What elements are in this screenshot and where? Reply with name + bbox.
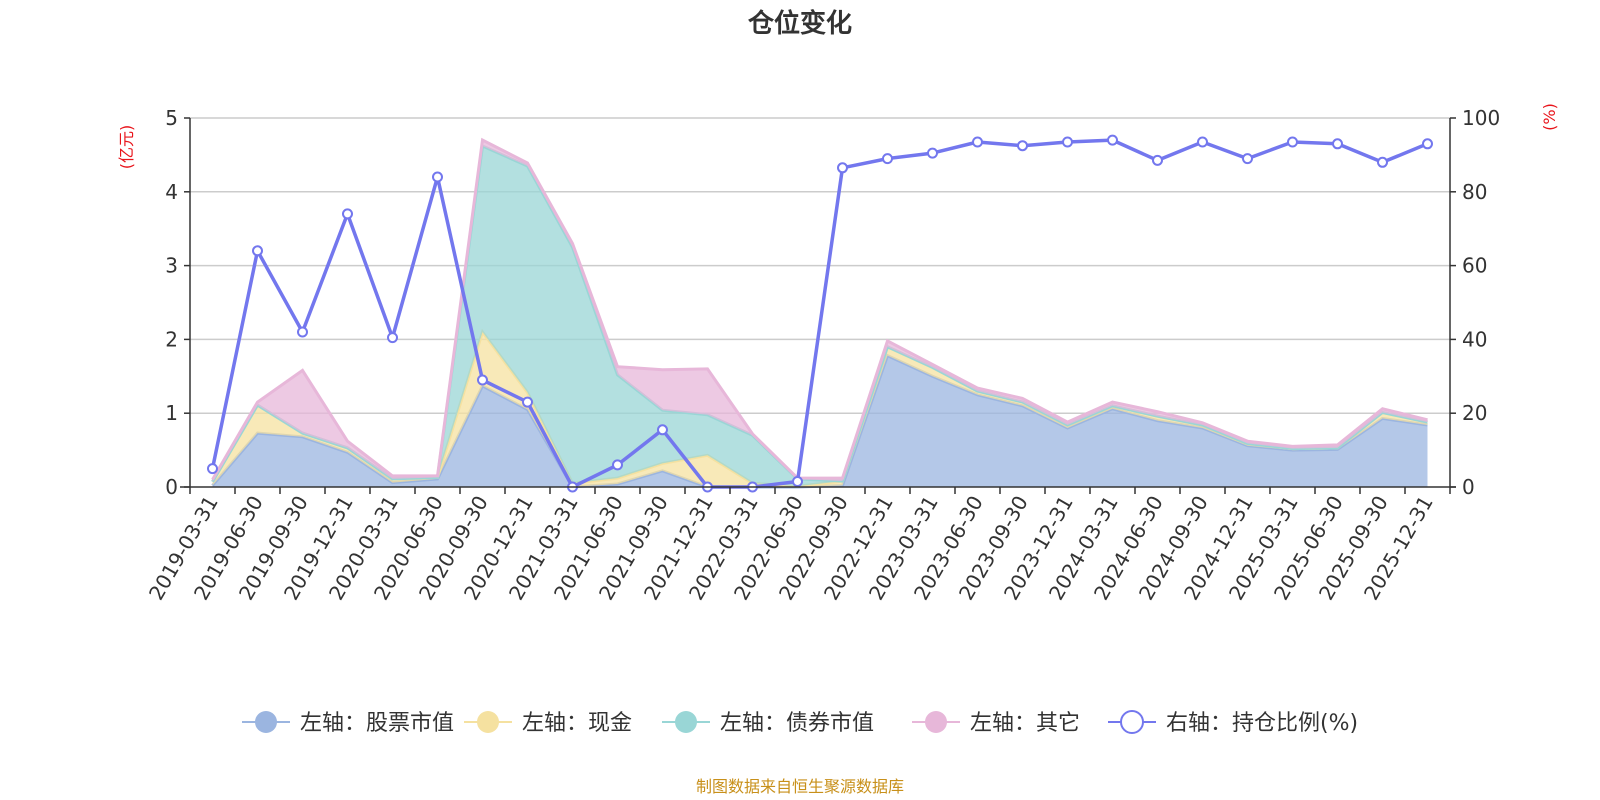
ratio-point-2025-03-31: [1287, 136, 1298, 148]
ratio-point-2019-09-30: [297, 326, 308, 338]
right-tick-label-40: 40: [1462, 327, 1487, 351]
left-tick-label-0: 0: [165, 475, 178, 499]
ratio-point-2024-06-30: [1152, 154, 1163, 166]
ratio-point-2022-06-30: [792, 476, 803, 487]
left-tick-label-3: 3: [165, 254, 178, 278]
ratio-point-2025-12-31: [1422, 138, 1433, 150]
legend-swatch-0: [255, 711, 277, 733]
legend-label-0: 左轴：股票市值: [300, 711, 454, 736]
right-tick-label-80: 80: [1462, 180, 1487, 204]
ratio-point-2023-12-31: [1062, 136, 1073, 148]
axes: 0123450204060801002019-03-312019-06-3020…: [144, 106, 1500, 604]
ratio-point-2019-03-31: [207, 463, 218, 475]
ratio-point-2022-09-30: [837, 162, 848, 174]
legend-item-2[interactable]: 左轴：债券市值: [662, 711, 874, 736]
left-tick-label-2: 2: [165, 327, 178, 351]
ratio-point-2020-03-31: [387, 332, 398, 344]
left-unit-label-group: (亿元): [117, 125, 136, 170]
legend-item-3[interactable]: 左轴：其它: [912, 711, 1080, 736]
legend-swatch-4: [1120, 710, 1144, 734]
legend-label-2: 左轴：债券市值: [720, 711, 874, 736]
ratio-point-2023-06-30: [972, 136, 983, 148]
legend-swatch-2: [675, 711, 697, 733]
legend-swatch-3: [925, 711, 947, 733]
ratio-point-2021-09-30: [657, 424, 668, 436]
ratio-point-2023-03-31: [927, 147, 938, 159]
ratio-point-2025-09-30: [1377, 156, 1388, 168]
ratio-point-2020-06-30: [432, 171, 443, 183]
ratio-point-2020-09-30: [477, 374, 488, 386]
legend-label-1: 左轴：现金: [522, 711, 632, 736]
area-series-2: [212, 146, 1428, 487]
area-series-0: [212, 355, 1428, 487]
ratio-point-2019-12-31: [342, 208, 353, 220]
ratio-point-2023-09-30: [1017, 140, 1028, 152]
right-tick-label-0: 0: [1462, 475, 1475, 499]
right-tick-label-20: 20: [1462, 401, 1487, 425]
legend-swatch-1: [477, 711, 499, 733]
right-tick-label-60: 60: [1462, 254, 1487, 278]
area-series-3: [212, 140, 1428, 482]
legend-item-1[interactable]: 左轴：现金: [464, 711, 632, 736]
ratio-point-2019-06-30: [252, 245, 263, 257]
legend-item-0[interactable]: 左轴：股票市值: [242, 711, 454, 736]
chart-title: 仓位变化: [747, 8, 852, 39]
ratio-point-2024-12-31: [1242, 153, 1253, 165]
legend-label-4: 右轴：持仓比例(%): [1166, 711, 1358, 736]
ratio-point-2021-06-30: [612, 459, 623, 471]
grid-lines: [190, 117, 1450, 414]
left-tick-label-1: 1: [165, 401, 178, 425]
legend[interactable]: 左轴：股票市值 左轴：现金 左轴：债券市值 左轴：其它 右轴：持仓比例(%): [242, 710, 1358, 736]
ratio-point-2025-06-30: [1332, 138, 1343, 150]
area-edge-series-3: [211, 137, 1428, 481]
ratio-line: [207, 134, 1433, 493]
right-unit-label-group: (%): [1540, 103, 1559, 131]
ratio-point-2024-03-31: [1107, 134, 1118, 146]
left-tick-label-4: 4: [165, 180, 178, 204]
ratio-point-2022-12-31: [882, 153, 893, 165]
right-axis-unit: (%): [1540, 103, 1559, 131]
legend-item-4[interactable]: 右轴：持仓比例(%): [1108, 710, 1358, 736]
left-axis-unit: (亿元): [117, 125, 136, 170]
ratio-line-path: [210, 138, 1429, 489]
ratio-point-2020-12-31: [522, 396, 533, 408]
legend-label-3: 左轴：其它: [970, 711, 1080, 736]
right-tick-label-100: 100: [1462, 106, 1500, 130]
data-source-note: 制图数据来自恒生聚源数据库: [696, 777, 904, 796]
ratio-point-2024-09-30: [1197, 136, 1208, 148]
left-tick-label-5: 5: [165, 106, 178, 130]
